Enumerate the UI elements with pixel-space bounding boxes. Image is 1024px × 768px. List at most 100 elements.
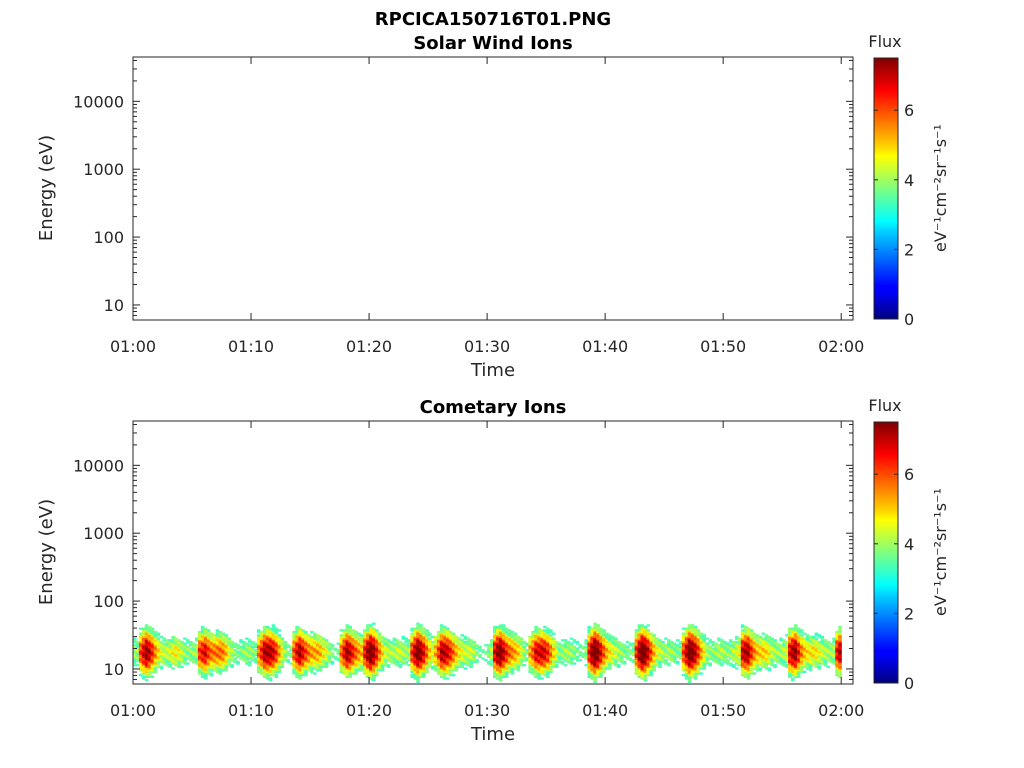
- flux-cell: [773, 640, 777, 644]
- flux-cell: [133, 650, 137, 654]
- flux-cell: [578, 659, 583, 662]
- flux-cell: [153, 655, 158, 659]
- flux-cell: [304, 665, 308, 668]
- flux-cell: [776, 644, 780, 647]
- flux-cell: [793, 635, 798, 639]
- flux-cell: [602, 644, 606, 647]
- flux-cell: [687, 674, 692, 677]
- flux-cell: [732, 655, 736, 659]
- flux-cell: [755, 657, 760, 660]
- flux-cell: [286, 654, 290, 657]
- flux-cell: [823, 652, 828, 655]
- flux-cell: [162, 659, 167, 662]
- flux-cell: [755, 650, 760, 654]
- flux-cell: [383, 654, 388, 657]
- flux-cell: [628, 649, 633, 652]
- flux-cell: [307, 657, 311, 660]
- flux-cell: [540, 639, 544, 642]
- flux-cell: [324, 654, 329, 657]
- flux-cell: [363, 630, 367, 634]
- flux-cell: [141, 645, 146, 649]
- flux-cell: [150, 670, 155, 673]
- flux-cell: [820, 647, 825, 650]
- flux-cell: [374, 669, 379, 672]
- flux-cell: [572, 645, 577, 649]
- flux-cell: [194, 647, 199, 650]
- flux-cell: [374, 660, 379, 664]
- flux-cell: [389, 652, 394, 655]
- flux-cell: [327, 649, 332, 652]
- flux-cell: [643, 627, 648, 630]
- flux-cell: [770, 655, 774, 659]
- flux-cell: [720, 654, 724, 657]
- flux-cell: [419, 670, 423, 673]
- flux-cell: [363, 635, 367, 639]
- flux-cell: [212, 637, 217, 640]
- flux-cell: [133, 664, 137, 667]
- flux-cell: [401, 642, 406, 645]
- flux-cell: [162, 655, 167, 659]
- flux-cell: [280, 650, 285, 654]
- flux-cell: [531, 635, 535, 639]
- flux-cell: [245, 637, 249, 640]
- flux-cell: [315, 649, 320, 652]
- flux-cell: [321, 642, 326, 645]
- flux-cell: [366, 627, 370, 630]
- flux-cell: [793, 627, 798, 630]
- flux-cell: [690, 675, 695, 678]
- flux-cell: [436, 662, 441, 665]
- flux-cell: [605, 664, 609, 667]
- flux-cell: [829, 644, 833, 647]
- flux-cell: [563, 645, 568, 649]
- flux-cell: [493, 640, 497, 644]
- flux-cell: [634, 654, 639, 657]
- flux-cell: [457, 659, 462, 662]
- flux-cell: [829, 657, 833, 660]
- flux-cell: [436, 649, 441, 652]
- flux-cell: [749, 644, 754, 647]
- flux-cell: [298, 630, 302, 634]
- flux-cell: [696, 634, 701, 637]
- flux-cell: [737, 662, 742, 665]
- flux-cell: [599, 674, 603, 677]
- flux-cell: [549, 665, 553, 668]
- flux-cell: [560, 655, 565, 659]
- flux-cell: [605, 657, 609, 660]
- flux-cell: [817, 640, 822, 644]
- flux-cell: [702, 634, 707, 637]
- flux-cell: [433, 644, 438, 647]
- flux-cell: [321, 644, 326, 647]
- flux-cell: [318, 645, 323, 649]
- flux-cell: [283, 644, 288, 647]
- flux-cell: [788, 672, 792, 675]
- flux-cell: [475, 644, 479, 647]
- flux-cell: [162, 649, 167, 652]
- flux-cell: [295, 650, 299, 654]
- flux-cell: [764, 657, 769, 660]
- flux-cell: [274, 630, 279, 634]
- flux-cell: [708, 639, 712, 642]
- flux-cell: [147, 657, 152, 660]
- flux-cell: [245, 660, 249, 664]
- flux-cell: [189, 655, 193, 659]
- flux-cell: [304, 669, 308, 672]
- flux-cell: [274, 629, 279, 632]
- flux-cell: [522, 657, 527, 660]
- flux-cell: [749, 642, 754, 645]
- flux-cell: [596, 657, 600, 660]
- flux-cell: [463, 645, 468, 649]
- flux-cell: [321, 650, 326, 654]
- flux-cell: [454, 652, 459, 655]
- flux-cell: [360, 662, 364, 665]
- flux-cell: [209, 669, 214, 672]
- flux-cell: [298, 670, 302, 673]
- flux-cell: [808, 642, 813, 645]
- flux-cell: [295, 644, 299, 647]
- flux-cell: [717, 644, 721, 647]
- flux-cell: [740, 642, 745, 645]
- flux-cell: [351, 652, 355, 655]
- flux-cell: [693, 640, 698, 644]
- flux-cell: [230, 659, 234, 662]
- x-ticks: 01:00 01:10 01:20 01:30 01:40 01:50 02:00: [110, 57, 864, 356]
- flux-cell: [699, 644, 704, 647]
